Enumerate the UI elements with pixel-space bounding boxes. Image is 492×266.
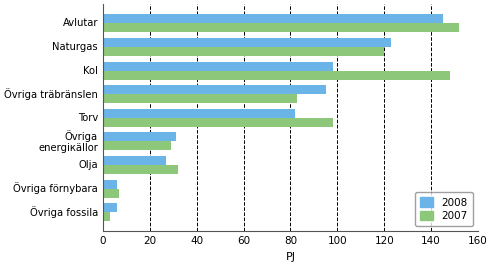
Bar bbox=[103, 38, 391, 47]
Bar bbox=[103, 132, 176, 141]
Bar bbox=[103, 71, 450, 80]
Bar bbox=[103, 62, 333, 71]
Bar bbox=[103, 118, 333, 127]
Bar bbox=[103, 109, 295, 118]
Bar bbox=[103, 14, 443, 23]
Bar bbox=[103, 212, 110, 221]
Bar bbox=[103, 85, 326, 94]
Bar bbox=[103, 180, 117, 189]
X-axis label: PJ: PJ bbox=[285, 252, 295, 262]
Bar bbox=[103, 156, 166, 165]
Bar bbox=[103, 165, 178, 174]
Bar bbox=[103, 94, 298, 103]
Bar bbox=[103, 189, 120, 197]
Bar bbox=[103, 47, 384, 56]
Bar bbox=[103, 141, 171, 150]
Bar bbox=[103, 23, 459, 32]
Legend: 2008, 2007: 2008, 2007 bbox=[415, 192, 473, 226]
Bar bbox=[103, 203, 117, 212]
